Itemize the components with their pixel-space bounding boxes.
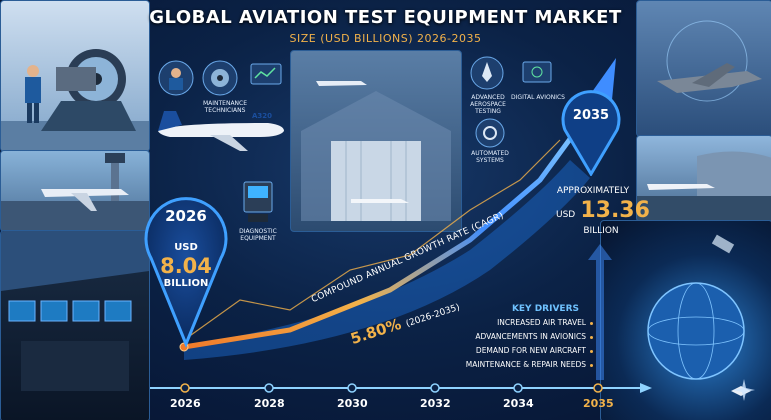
timeline-arrow-head [640,383,652,393]
globe-illustration [647,234,751,396]
aerospace-rocket-icon [470,56,504,90]
engine-test-illustration [1,49,149,151]
key-drivers-title: KEY DRIVERS [511,304,579,314]
digital-avionics-icon [522,61,552,83]
timeline-year: 2034 [503,397,534,410]
key-driver-text: MAINTENANCE & REPAIR NEEDS [465,360,586,369]
key-driver-text: DEMAND FOR NEW AIRCRAFT [475,346,586,355]
automated-systems-label: AUTOMATED SYSTEMS [471,150,509,164]
end-year: 2035 [572,108,610,123]
automated-systems-icon [475,118,505,148]
digital-avionics-label: DIGITAL AVIONICS [511,94,565,101]
end-currency: USD [556,210,576,220]
key-driver-text: ADVANCEMENTS IN AVIONICS [475,332,586,341]
vertical-up-arrow [588,244,612,380]
end-value: 13.36 [580,198,650,223]
fighter-panel [636,0,771,137]
start-value-pin [144,197,228,348]
timeline-year: 2026 [170,397,201,410]
bullet-icon [590,363,593,367]
timeline-tick [513,383,523,393]
airport-illustration [1,153,149,231]
start-value: 8.04 [160,254,212,278]
start-year: 2026 [165,207,207,225]
airport-panel [0,150,150,232]
hangar-illustration [301,81,451,221]
end-unit: BILLION [583,226,619,236]
mechanic-icon [158,60,194,96]
timeline-year: 2032 [420,397,451,410]
cockpit-panel [0,230,150,420]
fighter-jet-illustration [657,20,762,102]
key-driver-item: MAINTENANCE & REPAIR NEEDS [466,360,593,369]
engine-test-panel [0,0,150,152]
timeline-year: 2030 [337,397,368,410]
end-prefix: APPROXIMATELY [556,186,630,196]
hangar-panel [290,50,462,232]
end-value-row: USD 13.36 [556,198,650,223]
start-unit: BILLION [163,278,209,289]
engine-icon [202,60,238,96]
timeline-year: 2035 [583,397,614,410]
key-driver-text: INCREASED AIR TRAVEL [497,318,586,327]
bullet-icon [590,349,593,353]
diagnostic-equipment-icon [243,181,273,222]
diagnostic-equipment-label: DIAGNOSTIC EQUIPMENT [239,228,277,242]
terminal-illustration [637,151,771,221]
trend-line [183,139,561,341]
terminal-panel [636,135,771,222]
growth-arrow-line [181,95,603,350]
page-title: GLOBAL AVIATION TEST EQUIPMENT MARKET [149,7,622,28]
key-driver-item: ADVANCEMENTS IN AVIONICS [475,332,593,341]
a320-airplane [158,111,284,151]
advanced-aerospace-testing-label: ADVANCED AEROSPACE TESTING [470,94,506,115]
cockpit-illustration [1,231,149,391]
key-driver-item: INCREASED AIR TRAVEL [497,318,593,327]
timeline-tick [593,383,603,393]
bullet-icon [590,321,593,325]
maintenance-technicians-label: MAINTENANCE TECHNICIANS [202,100,248,114]
timeline-tick [264,383,274,393]
a320-tail-label: A320 [252,112,273,120]
key-driver-item: DEMAND FOR NEW AIRCRAFT [476,346,593,355]
monitor-icon [250,63,282,85]
start-currency: USD [174,242,198,253]
growth-arrow-head [592,58,616,100]
timeline-tick [430,383,440,393]
timeline-tick [180,383,190,393]
bullet-icon [590,335,593,339]
timeline-year: 2028 [254,397,285,410]
sparkle-icon [733,379,755,401]
page-subtitle: SIZE (USD BILLIONS) 2026-2035 [289,32,482,45]
timeline-tick [347,383,357,393]
end-value-pin [561,90,621,176]
